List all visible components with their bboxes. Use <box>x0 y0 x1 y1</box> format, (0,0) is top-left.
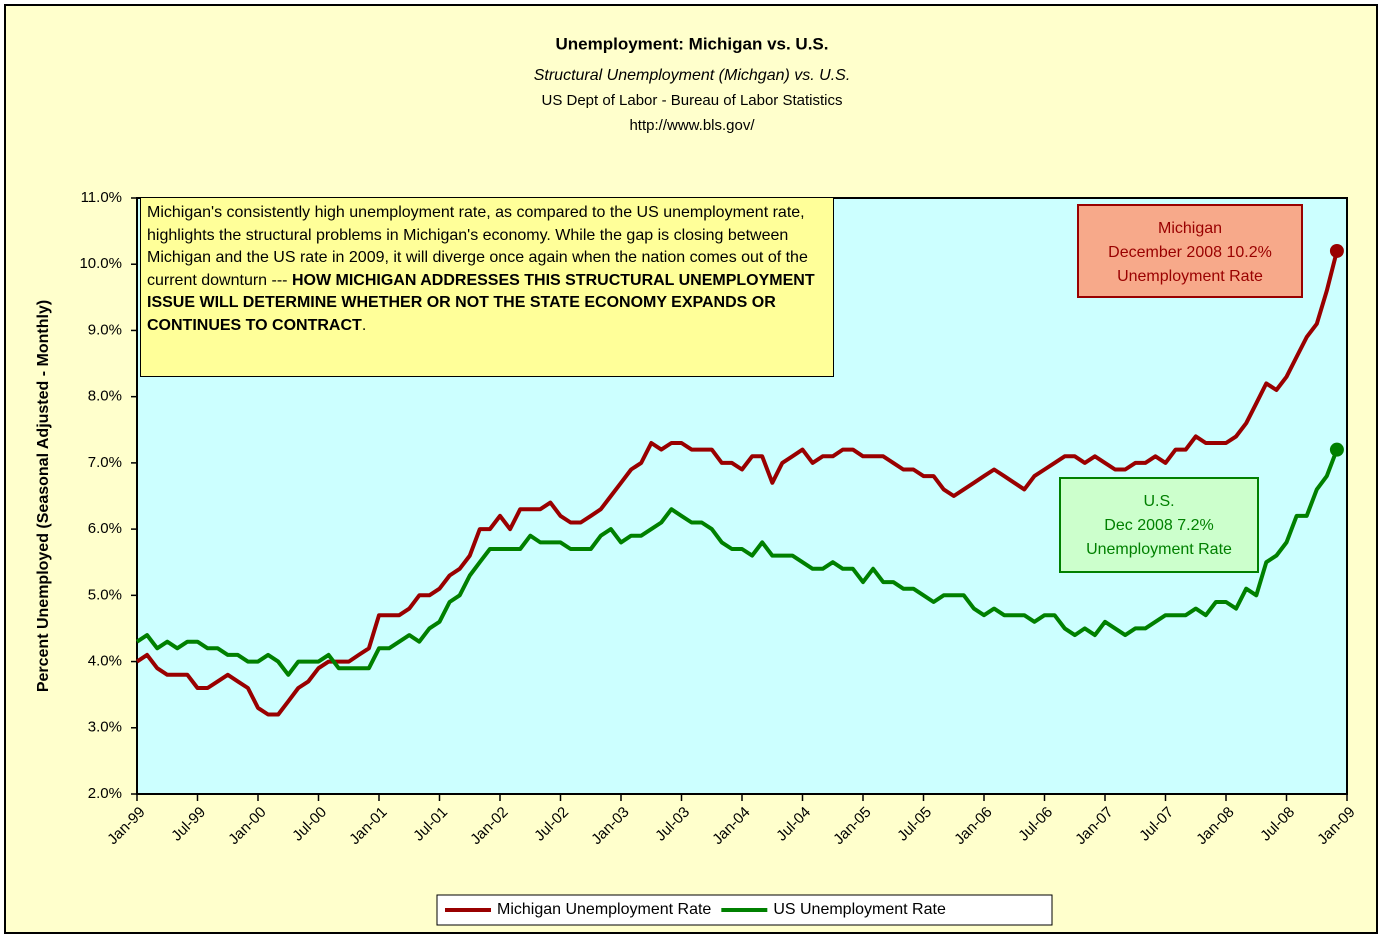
legend-label: US Unemployment Rate <box>773 901 946 918</box>
chart-title: Unemployment: Michigan vs. U.S. <box>556 34 829 53</box>
url: http://www.bls.gov/ <box>629 117 755 134</box>
legend-label: Michigan Unemployment Rate <box>497 901 711 918</box>
callout-text: U.S. <box>1143 493 1174 510</box>
y-tick-label: 10.0% <box>79 255 122 272</box>
y-tick-label: 11.0% <box>81 189 122 206</box>
y-axis-label: Percent Unemployed (Seasonal Adjusted - … <box>35 300 52 692</box>
y-tick-label: 2.0% <box>88 785 122 802</box>
callout-box <box>1059 477 1259 573</box>
annotation-end: . <box>361 316 367 334</box>
y-tick-label: 4.0% <box>88 653 122 670</box>
y-tick-label: 5.0% <box>88 586 122 603</box>
annotation-bold: HOW MICHIGAN ADDRESSES THIS STRUCTURAL U… <box>147 271 815 334</box>
callout-text: Unemployment Rate <box>1117 268 1263 285</box>
callout-text: Michigan <box>1158 220 1222 237</box>
annotation-text: Michigan's consistently high unemploymen… <box>147 204 808 289</box>
callout-text: December 2008 10.2% <box>1108 244 1272 261</box>
callout-text: Dec 2008 7.2% <box>1104 517 1213 534</box>
callout-text: Unemployment Rate <box>1086 541 1232 558</box>
y-tick-label: 9.0% <box>88 321 122 338</box>
y-tick-label: 6.0% <box>88 520 122 537</box>
end-marker <box>1329 243 1344 258</box>
end-marker <box>1329 442 1344 457</box>
y-tick-label: 8.0% <box>88 388 122 405</box>
series-line <box>135 250 1339 717</box>
callout-box <box>1077 204 1303 298</box>
chart-subtitle: Structural Unemployment (Michgan) vs. U.… <box>534 67 851 84</box>
series-line <box>135 448 1339 677</box>
y-tick-label: 3.0% <box>88 719 122 736</box>
y-tick-label: 7.0% <box>88 454 122 471</box>
annotation: Michigan's consistently high unemploymen… <box>140 197 834 377</box>
source: US Dept of Labor - Bureau of Labor Stati… <box>542 92 843 109</box>
